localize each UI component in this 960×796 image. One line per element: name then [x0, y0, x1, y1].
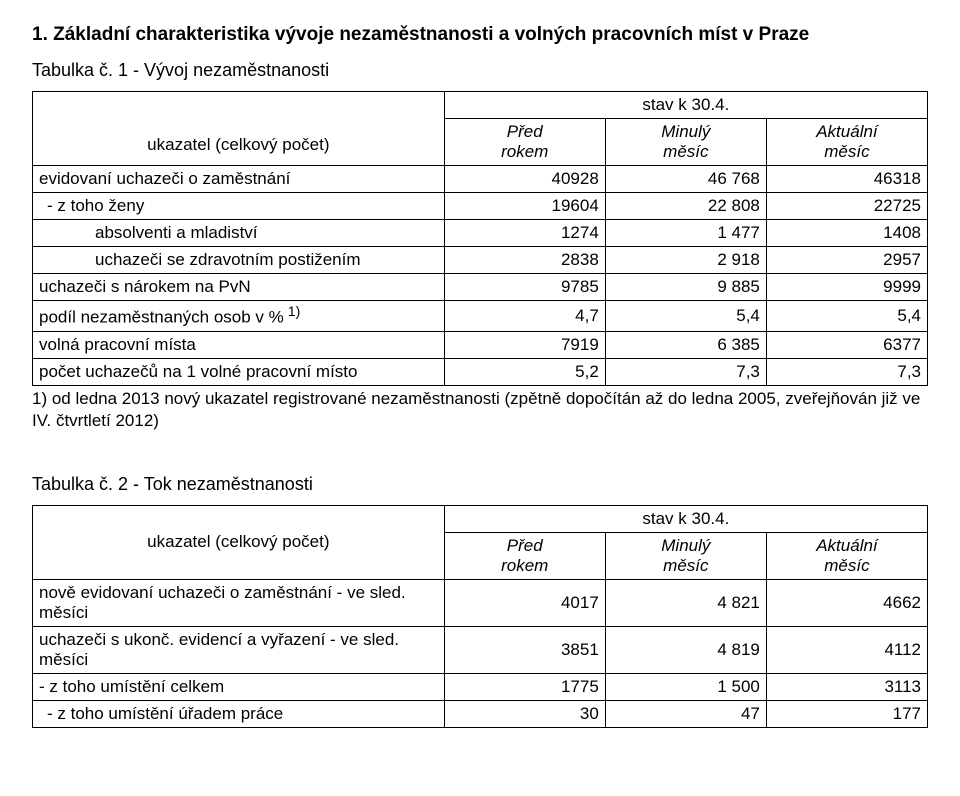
table-row-label: absolventi a mladiství [33, 220, 445, 247]
table2-col2-header: Minulýměsíc [605, 532, 766, 579]
table-row-label: - z toho ženy [33, 193, 445, 220]
table-row-value: 2 918 [605, 247, 766, 274]
table-row-value: 7,3 [766, 358, 927, 385]
table-row-value: 9999 [766, 274, 927, 301]
table1-col1-header: Předrokem [444, 119, 605, 166]
table-row-value: 177 [766, 700, 927, 727]
table-row-label: počet uchazečů na 1 volné pracovní místo [33, 358, 445, 385]
table-row-value: 5,2 [444, 358, 605, 385]
table1-stav-header: stav k 30.4. [444, 92, 927, 119]
table-row-value: 4662 [766, 579, 927, 626]
table1: ukazatel (celkový počet) stav k 30.4. Př… [32, 91, 928, 386]
table-row-value: 2957 [766, 247, 927, 274]
table2-stav-header: stav k 30.4. [444, 505, 927, 532]
table2-col1-header: Předrokem [444, 532, 605, 579]
table-row-value: 3113 [766, 673, 927, 700]
table-row-value: 1408 [766, 220, 927, 247]
table-row-value: 5,4 [766, 301, 927, 332]
table1-col3-header: Aktuálníměsíc [766, 119, 927, 166]
table-row-value: 1775 [444, 673, 605, 700]
table-row-value: 2838 [444, 247, 605, 274]
table2-caption: Tabulka č. 2 - Tok nezaměstnanosti [32, 474, 928, 495]
table-row-value: 5,4 [605, 301, 766, 332]
table-row-label: podíl nezaměstnaných osob v % 1) [33, 301, 445, 332]
table-row-label: evidovaní uchazeči o zaměstnání [33, 166, 445, 193]
table1-ukazatel-header: ukazatel (celkový počet) [33, 92, 445, 166]
table-row-value: 4017 [444, 579, 605, 626]
table-row-label: uchazeči s nárokem na PvN [33, 274, 445, 301]
table-row-value: 4112 [766, 626, 927, 673]
table-row-value: 6 385 [605, 331, 766, 358]
section-title: 1. Základní charakteristika vývoje nezam… [32, 24, 928, 46]
table-row-label: volná pracovní místa [33, 331, 445, 358]
table-row-value: 19604 [444, 193, 605, 220]
table-row-value: 9 885 [605, 274, 766, 301]
table-row-value: 7,3 [605, 358, 766, 385]
table-row-value: 22725 [766, 193, 927, 220]
table-row-label: uchazeči se zdravotním postižením [33, 247, 445, 274]
table-row-value: 1 477 [605, 220, 766, 247]
table-row-label: - z toho umístění celkem [33, 673, 445, 700]
table-row-value: 4 821 [605, 579, 766, 626]
table-row-label: uchazeči s ukonč. evidencí a vyřazení - … [33, 626, 445, 673]
table-row-value: 1 500 [605, 673, 766, 700]
table-row-label: - z toho umístění úřadem práce [33, 700, 445, 727]
table-row-value: 46 768 [605, 166, 766, 193]
table1-caption: Tabulka č. 1 - Vývoj nezaměstnanosti [32, 60, 928, 81]
table-row-value: 1274 [444, 220, 605, 247]
table-row-value: 7919 [444, 331, 605, 358]
table2-col3-header: Aktuálníměsíc [766, 532, 927, 579]
table-row-value: 4 819 [605, 626, 766, 673]
table-row-value: 30 [444, 700, 605, 727]
table-row-value: 9785 [444, 274, 605, 301]
table-row-value: 6377 [766, 331, 927, 358]
table1-footnote: 1) od ledna 2013 nový ukazatel registrov… [32, 388, 928, 432]
table-row-value: 46318 [766, 166, 927, 193]
table-row-label: nově evidovaní uchazeči o zaměstnání - v… [33, 579, 445, 626]
table-row-value: 47 [605, 700, 766, 727]
table-row-value: 22 808 [605, 193, 766, 220]
table2-ukazatel-header: ukazatel (celkový počet) [33, 505, 445, 579]
table-row-value: 4,7 [444, 301, 605, 332]
table1-col2-header: Minulýměsíc [605, 119, 766, 166]
table-row-value: 3851 [444, 626, 605, 673]
table2: ukazatel (celkový počet) stav k 30.4. Př… [32, 505, 928, 728]
table-row-value: 40928 [444, 166, 605, 193]
